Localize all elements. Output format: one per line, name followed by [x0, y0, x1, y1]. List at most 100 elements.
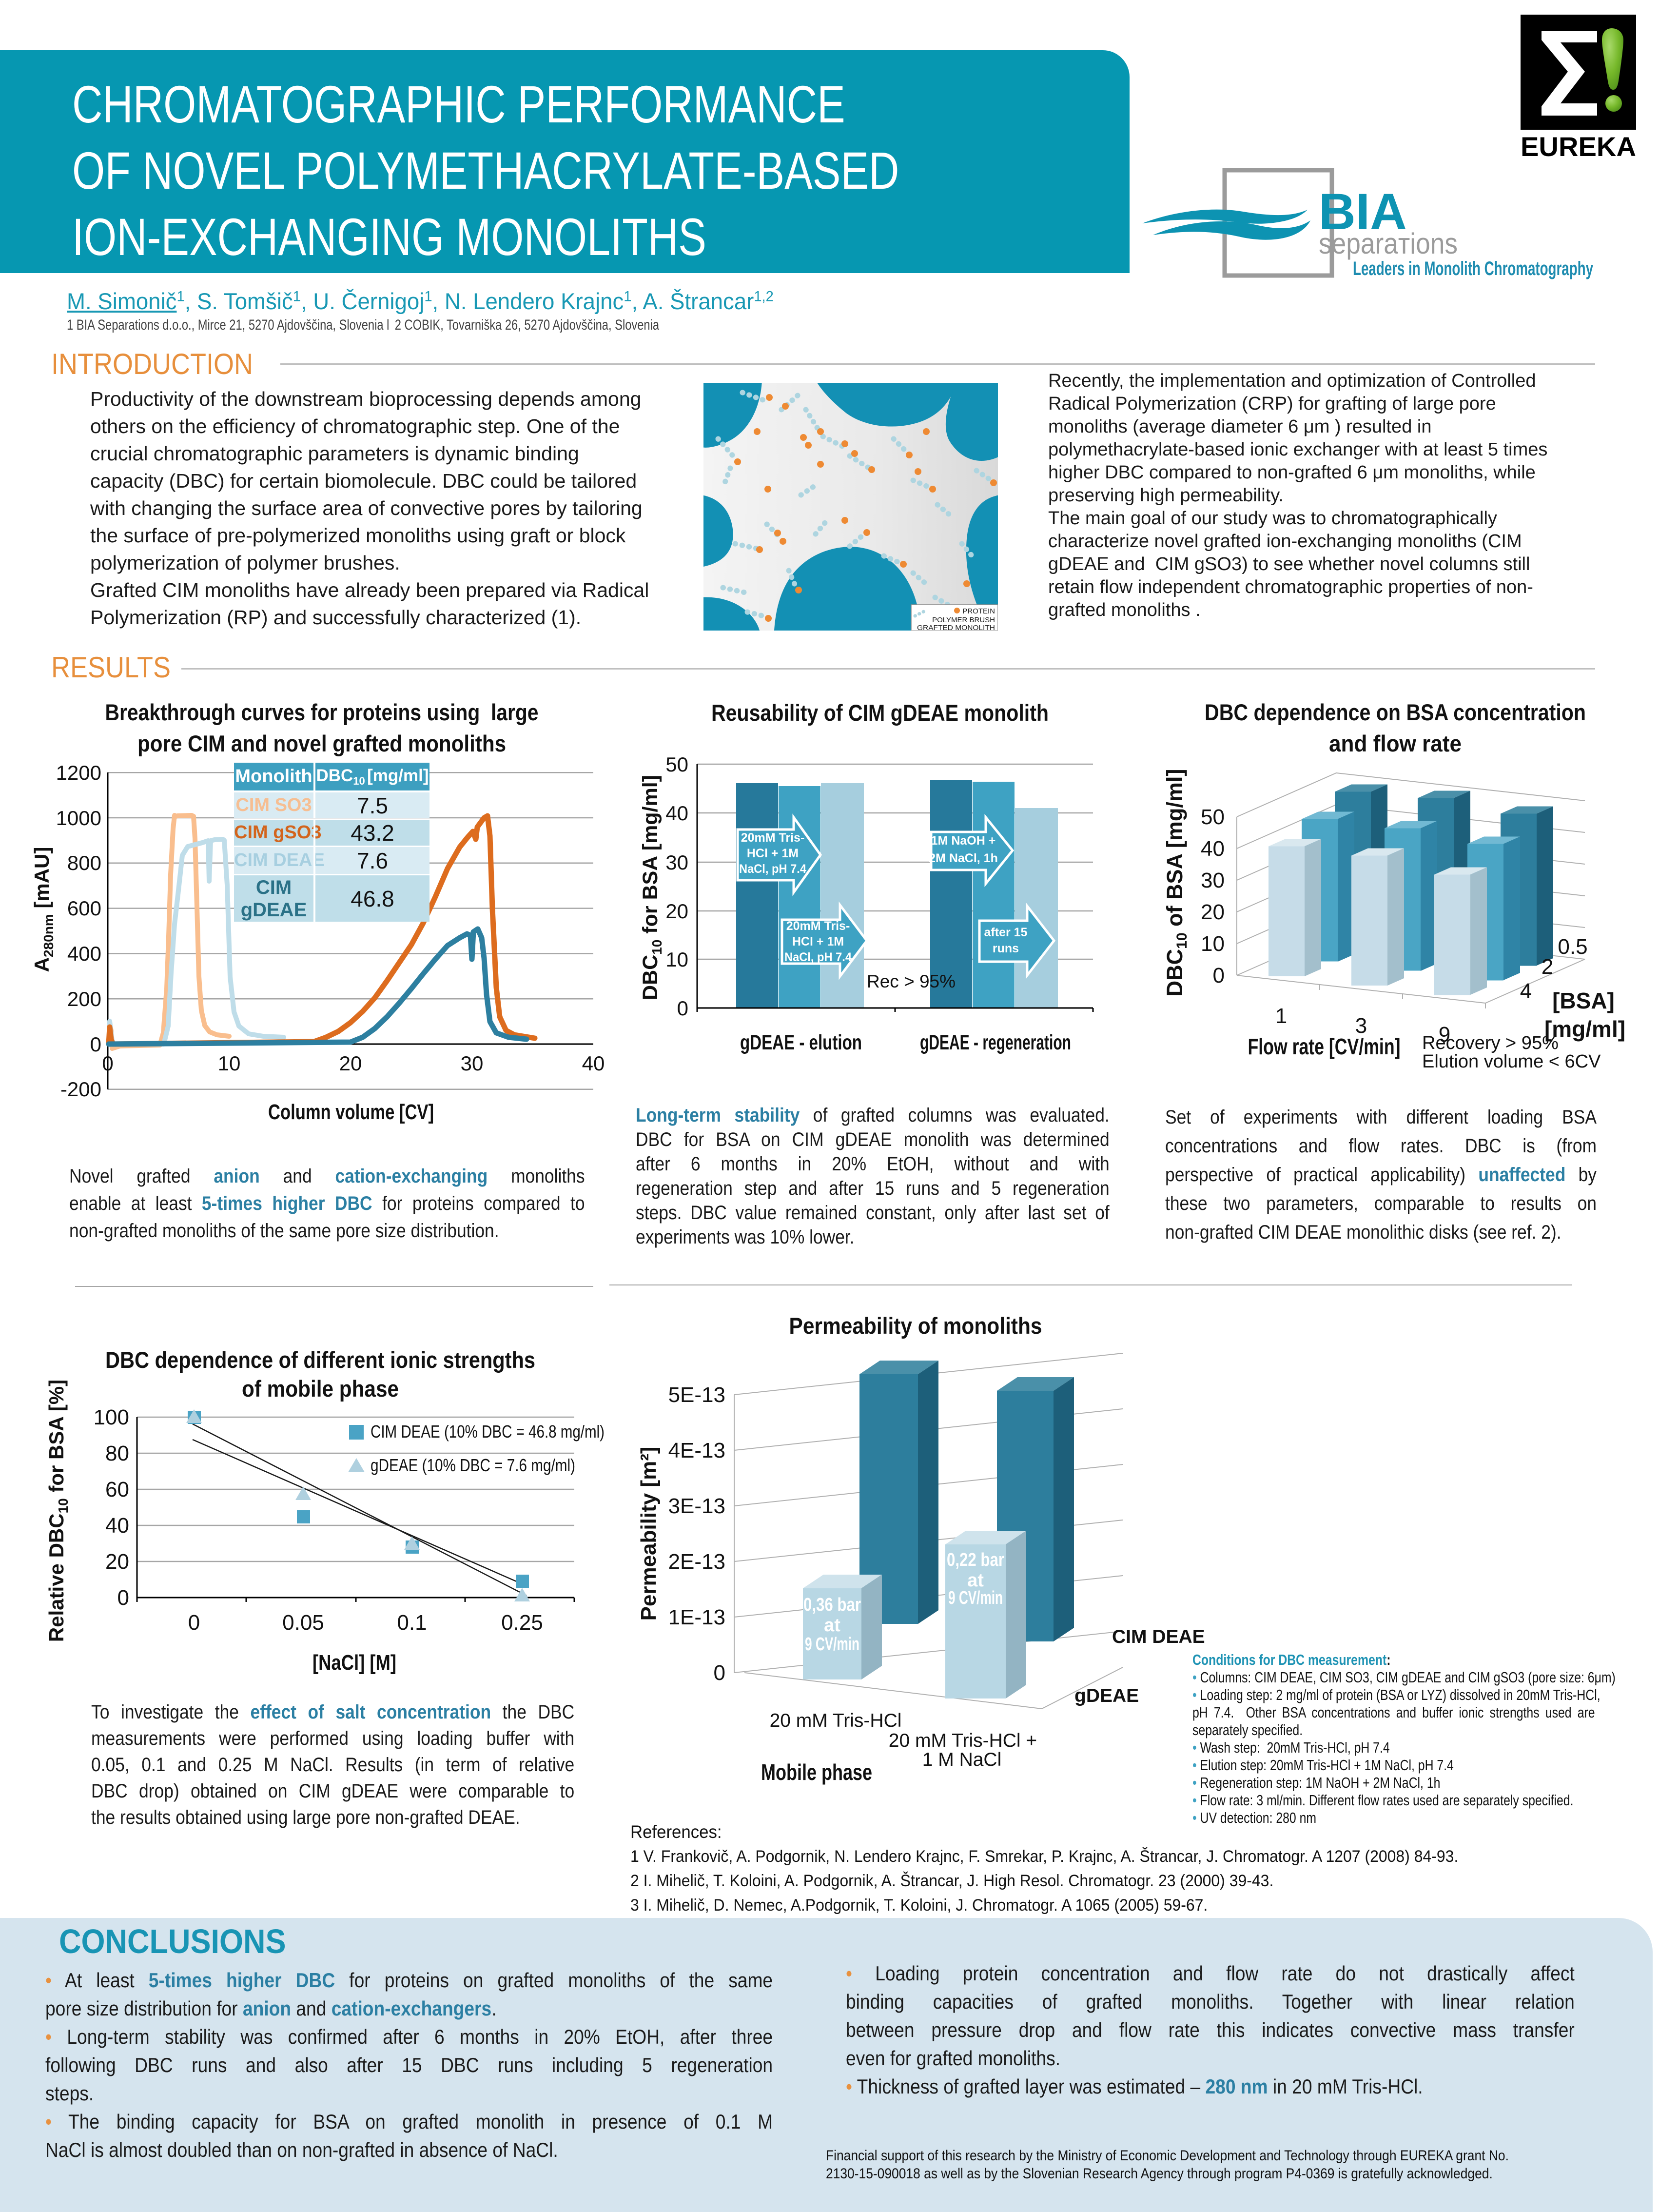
svg-text:3E-13: 3E-13: [668, 1494, 725, 1518]
svg-text:1E-13: 1E-13: [668, 1605, 725, 1629]
svg-text:CIM DEAE (10% DBC = 46.8 mg/ml: CIM DEAE (10% DBC = 46.8 mg/ml): [371, 1422, 605, 1442]
svg-text:20 mM Tris-HCl: 20 mM Tris-HCl: [770, 1710, 902, 1731]
svg-text:Leaders in Monolith Chromatogr: Leaders in Monolith Chromatography: [1353, 258, 1594, 279]
svg-text:10: 10: [218, 1052, 241, 1075]
svg-text:50: 50: [665, 753, 688, 776]
svg-text:gDEAE: gDEAE: [1074, 1685, 1139, 1706]
svg-text:0: 0: [102, 1052, 113, 1075]
svg-text:30: 30: [665, 851, 688, 874]
svg-text:Permeability [m²]: Permeability [m²]: [637, 1447, 661, 1621]
svg-text:HCl + 1M: HCl + 1M: [792, 935, 844, 948]
svg-text:100: 100: [94, 1405, 129, 1429]
svg-text:[BSA]: [BSA]: [1552, 988, 1615, 1013]
svg-text:2M NaCl, 1h: 2M NaCl, 1h: [929, 851, 998, 865]
svg-text:Flow rate [CV/min]: Flow rate [CV/min]: [1248, 1034, 1401, 1059]
svg-text:20: 20: [1201, 900, 1225, 924]
svg-text:2E-13: 2E-13: [668, 1550, 725, 1574]
svg-text:80: 80: [105, 1442, 129, 1465]
svg-text:1000: 1000: [56, 807, 101, 830]
svg-text:3: 3: [1355, 1014, 1367, 1038]
svg-text:Rec > 95%: Rec > 95%: [867, 971, 956, 991]
svg-text:DBC dependence of different io: DBC dependence of different ionic streng…: [105, 1347, 535, 1373]
svg-text:600: 600: [67, 897, 101, 920]
svg-text:at: at: [967, 1570, 984, 1591]
svg-text:Elution volume < 6CV: Elution volume < 6CV: [1422, 1051, 1601, 1072]
svg-text:40: 40: [582, 1052, 605, 1075]
svg-text:and flow rate: and flow rate: [1329, 731, 1462, 756]
svg-text:0,36 bar: 0,36 bar: [803, 1595, 861, 1615]
svg-text:DBC10 of BSA [mg/ml]: DBC10 of BSA [mg/ml]: [1162, 769, 1190, 997]
svg-text:CIM DEAE: CIM DEAE: [1112, 1626, 1205, 1647]
svg-text:EUREKA: EUREKA: [1521, 131, 1636, 161]
svg-text:40: 40: [1201, 837, 1225, 861]
svg-text:20mM Tris-: 20mM Tris-: [741, 831, 805, 845]
svg-text:40: 40: [665, 802, 688, 825]
svg-text:30: 30: [1201, 869, 1225, 892]
svg-text:10: 10: [665, 948, 688, 971]
svg-text:Reusability of CIM gDEAE monol: Reusability of CIM gDEAE monolith: [711, 700, 1049, 726]
svg-text:0.05: 0.05: [282, 1611, 324, 1635]
svg-text:1 M NaCl: 1 M NaCl: [922, 1749, 1002, 1770]
svg-text:PROTEIN: PROTEIN: [962, 607, 995, 615]
svg-text:2: 2: [1542, 955, 1553, 979]
svg-text:4: 4: [1520, 979, 1532, 1003]
svg-text:10: 10: [1201, 932, 1225, 956]
svg-text:20: 20: [105, 1550, 129, 1574]
svg-text:BIA: BIA: [1319, 183, 1407, 240]
svg-text:0.25: 0.25: [501, 1611, 543, 1635]
svg-text:-200: -200: [60, 1078, 101, 1101]
svg-text:[NaCl] [M]: [NaCl] [M]: [312, 1651, 396, 1675]
svg-text:GRAFTED MONOLITH: GRAFTED MONOLITH: [917, 624, 995, 631]
svg-text:0: 0: [714, 1661, 725, 1685]
svg-text:HCl + 1M: HCl + 1M: [747, 847, 799, 860]
svg-text:20 mM Tris-HCl +: 20 mM Tris-HCl +: [889, 1730, 1037, 1751]
svg-text:200: 200: [67, 988, 101, 1010]
svg-text:0: 0: [677, 997, 688, 1020]
svg-text:0: 0: [117, 1586, 129, 1610]
svg-text:0.5: 0.5: [1558, 935, 1587, 959]
svg-text:20: 20: [339, 1052, 362, 1075]
svg-text:60: 60: [105, 1478, 129, 1501]
svg-text:0: 0: [188, 1611, 200, 1635]
svg-text:9 CV/min: 9 CV/min: [948, 1588, 1003, 1608]
svg-text:0: 0: [90, 1033, 101, 1056]
svg-text:4E-13: 4E-13: [668, 1439, 725, 1462]
svg-text:DBC10 for BSA [mg/ml]: DBC10 for BSA [mg/ml]: [639, 775, 664, 1000]
svg-text:1200: 1200: [56, 761, 101, 784]
svg-text:Relative DBC10 for BSA [%]: Relative DBC10 for BSA [%]: [45, 1380, 71, 1642]
svg-text:800: 800: [67, 851, 101, 874]
svg-text:1M NaOH +: 1M NaOH +: [931, 834, 996, 848]
svg-text:40: 40: [105, 1514, 129, 1538]
svg-text:1: 1: [1275, 1004, 1287, 1028]
svg-text:30: 30: [461, 1052, 484, 1075]
svg-text:of mobile phase: of mobile phase: [242, 1376, 399, 1402]
svg-text:gDEAE - regeneration: gDEAE - regeneration: [920, 1031, 1071, 1054]
svg-text:NaCl, pH 7.4: NaCl, pH 7.4: [784, 950, 852, 964]
svg-text:400: 400: [67, 942, 101, 965]
svg-text:9 CV/min: 9 CV/min: [805, 1634, 859, 1655]
svg-text:0,22 bar: 0,22 bar: [947, 1550, 1004, 1570]
svg-text:5E-13: 5E-13: [668, 1383, 725, 1407]
svg-text:0: 0: [1213, 964, 1225, 988]
svg-text:separaтions: separaтions: [1319, 227, 1458, 260]
svg-text:Recovery > 95%: Recovery > 95%: [1422, 1033, 1559, 1053]
svg-text:gDEAE (10% DBC = 7.6 mg/ml): gDEAE (10% DBC = 7.6 mg/ml): [371, 1455, 575, 1475]
svg-text:Permeability of monoliths: Permeability of monoliths: [789, 1313, 1042, 1339]
svg-text:pore CIM and novel grafted mon: pore CIM and novel grafted monoliths: [137, 731, 506, 756]
svg-text:runs: runs: [993, 942, 1019, 955]
svg-text:after 15: after 15: [984, 926, 1028, 939]
svg-text:20: 20: [665, 900, 688, 923]
svg-text:A280nm [mAU]: A280nm [mAU]: [30, 847, 56, 972]
svg-text:NaCl, pH 7.4: NaCl, pH 7.4: [739, 862, 806, 876]
svg-text:0.1: 0.1: [397, 1611, 427, 1635]
svg-text:Mobile phase: Mobile phase: [761, 1759, 872, 1785]
svg-text:20mM Tris-: 20mM Tris-: [786, 919, 850, 933]
svg-text:Column volume [CV]: Column volume [CV]: [268, 1100, 434, 1124]
svg-text:Breakthrough curves for protei: Breakthrough curves for proteins using l…: [105, 699, 539, 725]
svg-text:DBC dependence on BSA concentr: DBC dependence on BSA concentration: [1205, 699, 1586, 725]
svg-text:at: at: [824, 1615, 840, 1636]
svg-text:POLYMER BRUSH: POLYMER BRUSH: [932, 616, 995, 624]
svg-text:9: 9: [1439, 1023, 1450, 1047]
svg-text:gDEAE - elution: gDEAE - elution: [740, 1031, 862, 1054]
svg-text:[mg/ml]: [mg/ml]: [1544, 1016, 1625, 1042]
